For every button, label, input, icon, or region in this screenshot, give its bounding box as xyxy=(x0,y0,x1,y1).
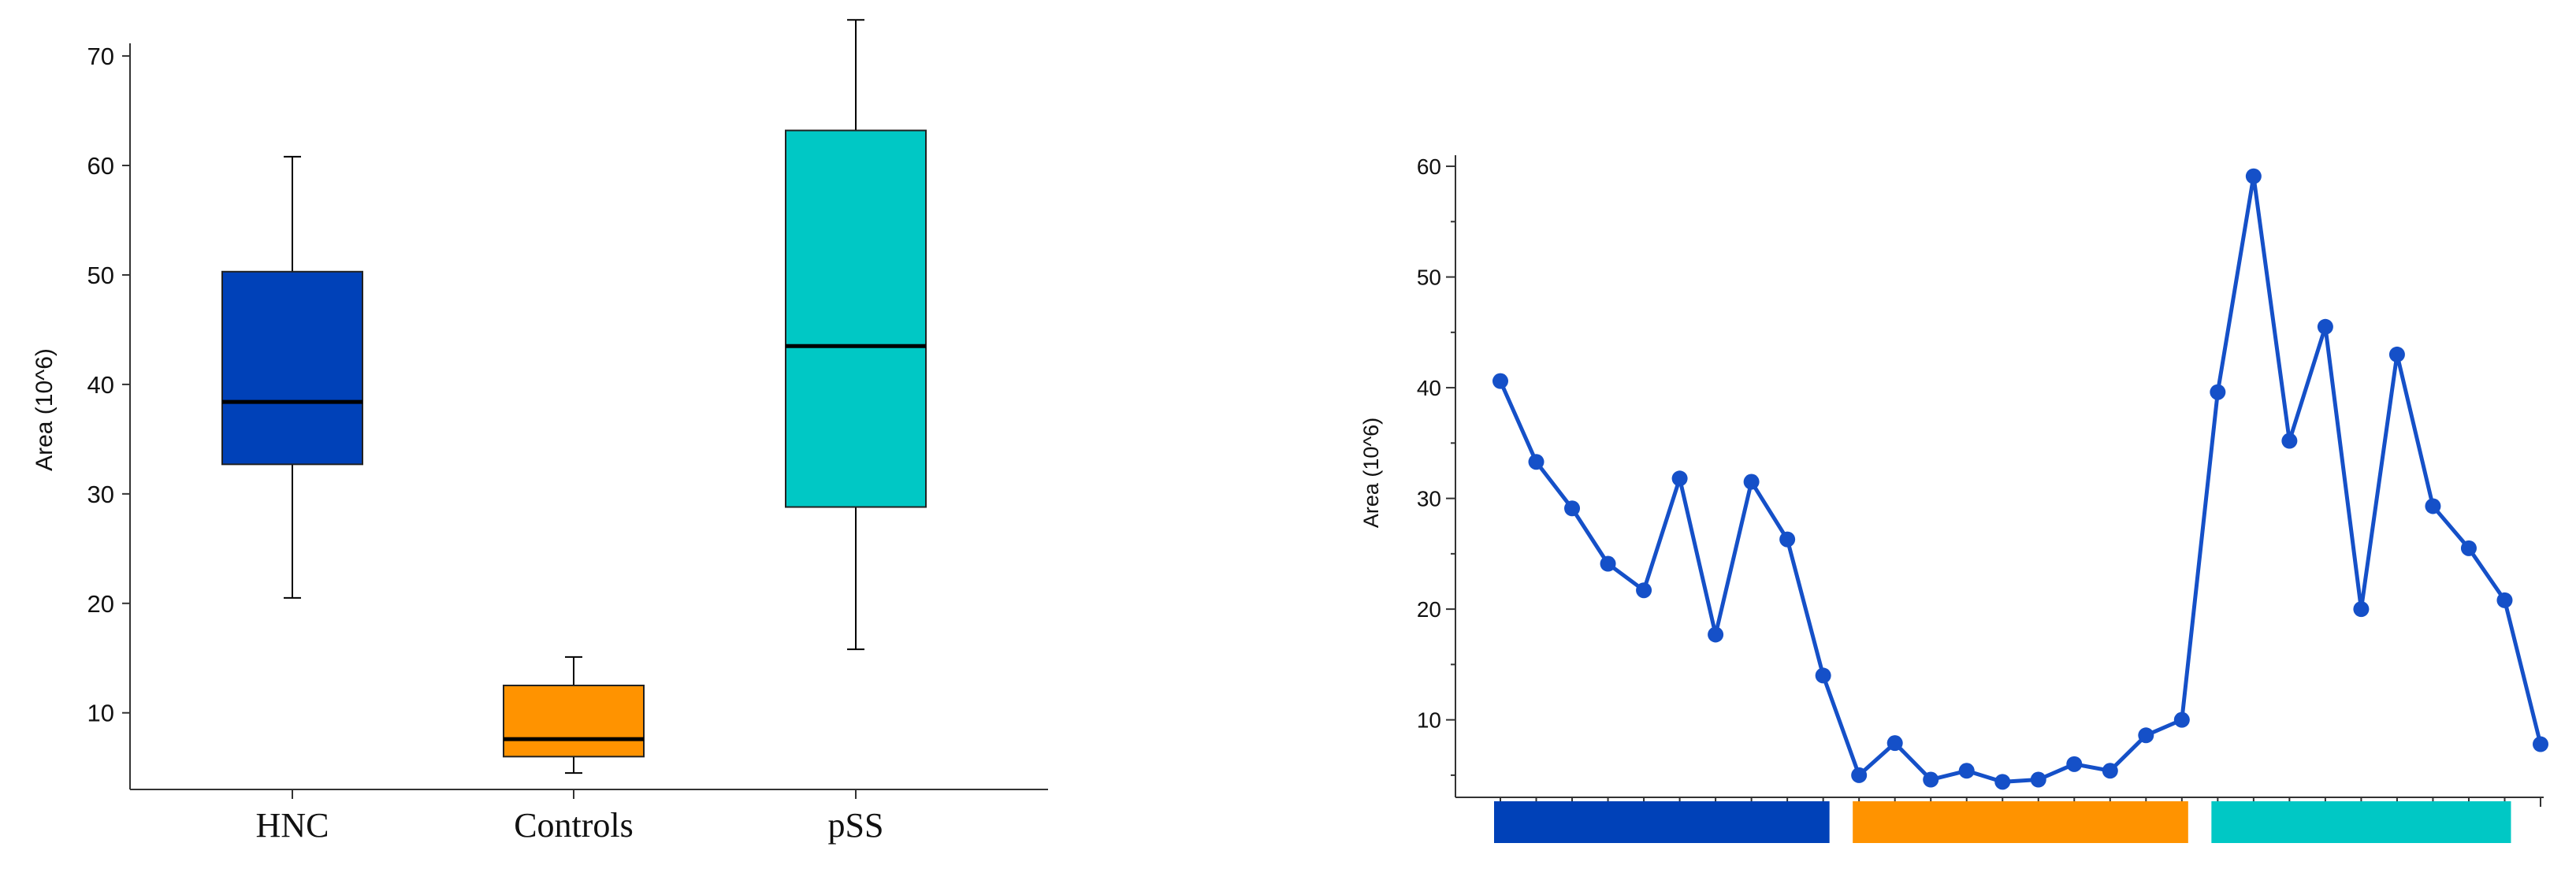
line-chart-point xyxy=(1492,373,1508,389)
line-chart-group-bar xyxy=(1853,801,2188,843)
box-plot-x-tick-label: pSS xyxy=(828,806,884,845)
line-chart-point xyxy=(1671,470,1688,487)
line-chart-point xyxy=(1708,626,1724,643)
line-chart-point xyxy=(1851,767,1868,783)
box-plot-y-tick-label: 10 xyxy=(87,700,114,727)
line-chart-point xyxy=(2030,771,2046,788)
line-chart: Area (10^6) 10 20 30 40 50 60 xyxy=(1359,154,2548,843)
line-chart-y-tick-label: 20 xyxy=(1417,597,1441,622)
box-plot-y-tick-label: 40 xyxy=(87,371,114,399)
line-chart-point xyxy=(1994,774,2011,790)
box-plot-y-axis-label: Area (10^6) xyxy=(32,348,58,471)
line-chart-point xyxy=(2281,433,2298,449)
box-plot-y-tick-label: 70 xyxy=(87,43,114,70)
line-chart-point xyxy=(2066,756,2083,772)
box-plot-y-tick-label: 50 xyxy=(87,262,114,289)
box-plot-box xyxy=(503,685,645,758)
box-plot-y-tick-label: 20 xyxy=(87,590,114,618)
line-chart-point xyxy=(2138,727,2154,744)
line-chart-series-line xyxy=(1498,174,2543,784)
line-chart-y-tick-label: 30 xyxy=(1417,487,1441,511)
line-chart-point xyxy=(2388,346,2405,362)
box-plot-chart: Area (10^6) 10 20 30 40 50 60 70 HNC Controls pSS xyxy=(32,19,1048,845)
line-chart-group-bar xyxy=(1494,801,1830,843)
line-chart-point xyxy=(2102,763,2118,779)
line-chart-point xyxy=(1923,771,1939,788)
line-chart-y-tick-label: 60 xyxy=(1417,154,1441,179)
line-chart-point xyxy=(2353,601,2370,618)
line-chart-y-tick-label: 40 xyxy=(1417,376,1441,400)
line-chart-point xyxy=(1958,763,1975,779)
line-chart-point xyxy=(2317,318,2333,335)
line-chart-point xyxy=(2533,736,2548,752)
line-chart-group-bar xyxy=(2211,801,2511,843)
line-chart-point xyxy=(2210,384,2226,400)
line-chart-point xyxy=(1886,735,1903,752)
line-chart-y-tick-label: 10 xyxy=(1417,708,1441,733)
line-chart-y-axis-label: Area (10^6) xyxy=(1359,418,1383,528)
box-plot-y-tick-label: 60 xyxy=(87,152,114,180)
box-plot-x-tick-label: Controls xyxy=(514,806,634,845)
box-plot-x-tick-label: HNC xyxy=(256,806,329,845)
line-chart-point xyxy=(1815,667,1831,684)
line-chart-point xyxy=(1743,474,1760,490)
line-chart-point xyxy=(2425,498,2441,514)
line-chart-point xyxy=(1528,454,1544,470)
box-plot-y-tick-label: 30 xyxy=(87,481,114,508)
line-chart-point xyxy=(2460,540,2477,556)
line-chart-point xyxy=(1636,582,1652,599)
line-chart-y-tick-label: 50 xyxy=(1417,266,1441,290)
line-chart-point xyxy=(2496,592,2513,608)
box-plot-box xyxy=(221,270,363,466)
line-chart-point xyxy=(1564,500,1581,517)
line-chart-point xyxy=(2173,711,2190,728)
line-chart-point xyxy=(1600,555,1616,572)
line-chart-point xyxy=(1779,531,1796,548)
line-chart-point xyxy=(2245,168,2262,184)
box-plot-box xyxy=(785,129,927,508)
